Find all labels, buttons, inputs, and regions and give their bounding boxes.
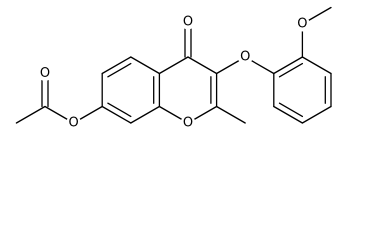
bonds (15, 6, 332, 124)
atom-label: O (297, 17, 307, 32)
atom-label: O (240, 50, 250, 65)
atom-label: O (183, 15, 193, 30)
atom-label: O (68, 116, 78, 131)
atom-label: O (40, 66, 50, 81)
page: {"molecule": {"atom_labels": ["O", "O", … (15, 6, 332, 131)
atom-labels: O O O O O O (37, 14, 310, 131)
structure-diagram: O O O O O O (15, 6, 332, 131)
atom-label: O (183, 116, 193, 131)
